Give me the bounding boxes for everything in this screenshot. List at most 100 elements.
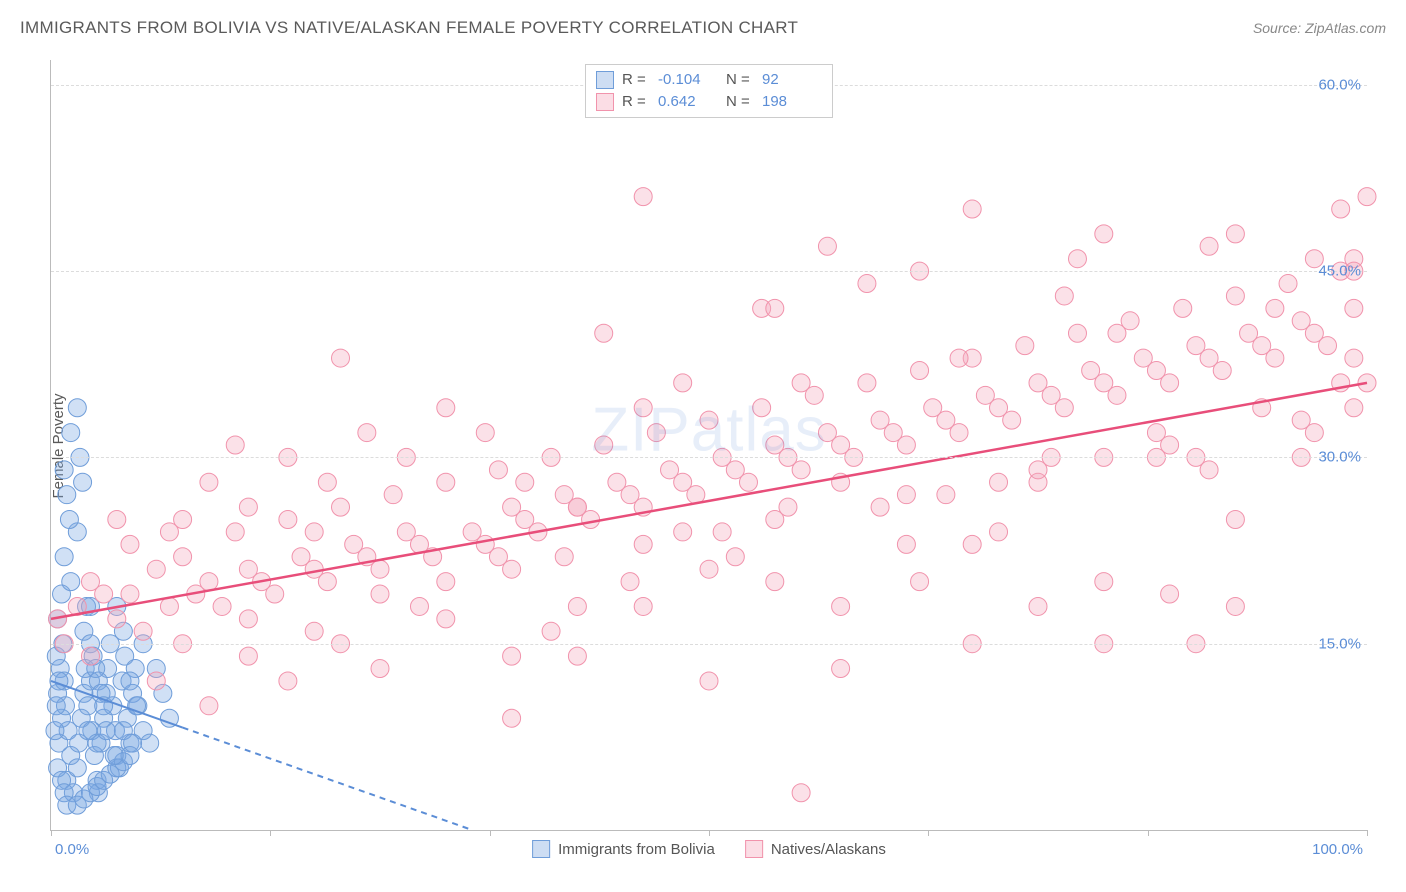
data-point [674, 374, 692, 392]
data-point [555, 548, 573, 566]
data-point [739, 473, 757, 491]
data-point [700, 560, 718, 578]
data-point [1226, 287, 1244, 305]
data-point [937, 486, 955, 504]
data-point [503, 560, 521, 578]
data-point [1319, 337, 1337, 355]
data-point [213, 597, 231, 615]
data-point [68, 759, 86, 777]
data-point [1068, 250, 1086, 268]
data-point [1213, 361, 1231, 379]
legend-n-value-1: 198 [762, 91, 822, 113]
data-point [279, 672, 297, 690]
data-point [1029, 461, 1047, 479]
data-point [1266, 349, 1284, 367]
xtick [270, 830, 271, 836]
legend-bottom-swatch-1 [745, 840, 763, 858]
legend-bottom-item-0: Immigrants from Bolivia [532, 840, 715, 858]
legend-n-label-1: N = [726, 91, 754, 113]
legend-row-0: R = -0.104 N = 92 [596, 69, 822, 91]
data-point [1292, 411, 1310, 429]
data-point [832, 597, 850, 615]
data-point [200, 697, 218, 715]
data-point [134, 622, 152, 640]
chart-title: IMMIGRANTS FROM BOLIVIA VS NATIVE/ALASKA… [20, 18, 798, 38]
data-point [97, 722, 115, 740]
data-point [147, 672, 165, 690]
data-point [60, 511, 78, 529]
data-point [1003, 411, 1021, 429]
data-point [371, 585, 389, 603]
data-point [950, 349, 968, 367]
data-point [226, 523, 244, 541]
data-point [371, 660, 389, 678]
data-point [634, 535, 652, 553]
data-point [818, 237, 836, 255]
trend-line-dashed [183, 728, 473, 830]
data-point [568, 498, 586, 516]
data-point [766, 299, 784, 317]
data-point [305, 523, 323, 541]
legend-swatch-0 [596, 71, 614, 89]
legend-bottom-swatch-0 [532, 840, 550, 858]
data-point [1226, 597, 1244, 615]
data-point [516, 473, 534, 491]
data-point [358, 424, 376, 442]
ytick-label: 15.0% [1318, 635, 1361, 652]
legend-r-value-1: 0.642 [658, 91, 718, 113]
data-point [332, 498, 350, 516]
data-point [1029, 597, 1047, 615]
data-point [1345, 299, 1363, 317]
data-point [476, 424, 494, 442]
data-point [174, 548, 192, 566]
data-point [1345, 399, 1363, 417]
data-point [568, 647, 586, 665]
data-point [1108, 324, 1126, 342]
data-point [305, 622, 323, 640]
data-point [503, 647, 521, 665]
data-point [1345, 349, 1363, 367]
data-point [108, 511, 126, 529]
data-point [68, 399, 86, 417]
data-point [318, 573, 336, 591]
data-point [990, 523, 1008, 541]
data-point [1332, 200, 1350, 218]
data-point [141, 734, 159, 752]
data-point [121, 672, 139, 690]
data-point [489, 461, 507, 479]
ytick-label: 60.0% [1318, 76, 1361, 93]
data-point [1161, 436, 1179, 454]
data-point [239, 610, 257, 628]
data-point [726, 548, 744, 566]
data-point [160, 597, 178, 615]
legend-r-value-0: -0.104 [658, 69, 718, 91]
data-point [1095, 225, 1113, 243]
legend-bottom-label-1: Natives/Alaskans [771, 841, 886, 858]
legend-row-1: R = 0.642 N = 198 [596, 91, 822, 113]
data-point [963, 200, 981, 218]
data-point [81, 573, 99, 591]
plot-area: R = -0.104 N = 92 R = 0.642 N = 198 ZIPa… [50, 60, 1367, 831]
data-point [239, 647, 257, 665]
data-point [595, 324, 613, 342]
data-point [121, 585, 139, 603]
data-point [634, 597, 652, 615]
legend-r-label-1: R = [622, 91, 650, 113]
data-point [74, 473, 92, 491]
data-point [200, 473, 218, 491]
xtick-label-right: 100.0% [1312, 841, 1363, 858]
data-point [55, 461, 73, 479]
data-point [792, 784, 810, 802]
data-point [950, 424, 968, 442]
data-point [963, 535, 981, 553]
chart-svg [51, 60, 1367, 830]
data-point [55, 548, 73, 566]
data-point [832, 660, 850, 678]
xtick [1367, 830, 1368, 836]
data-point [108, 610, 126, 628]
data-point [858, 275, 876, 293]
data-point [1055, 399, 1073, 417]
data-point [911, 361, 929, 379]
data-point [437, 573, 455, 591]
data-point [911, 573, 929, 591]
